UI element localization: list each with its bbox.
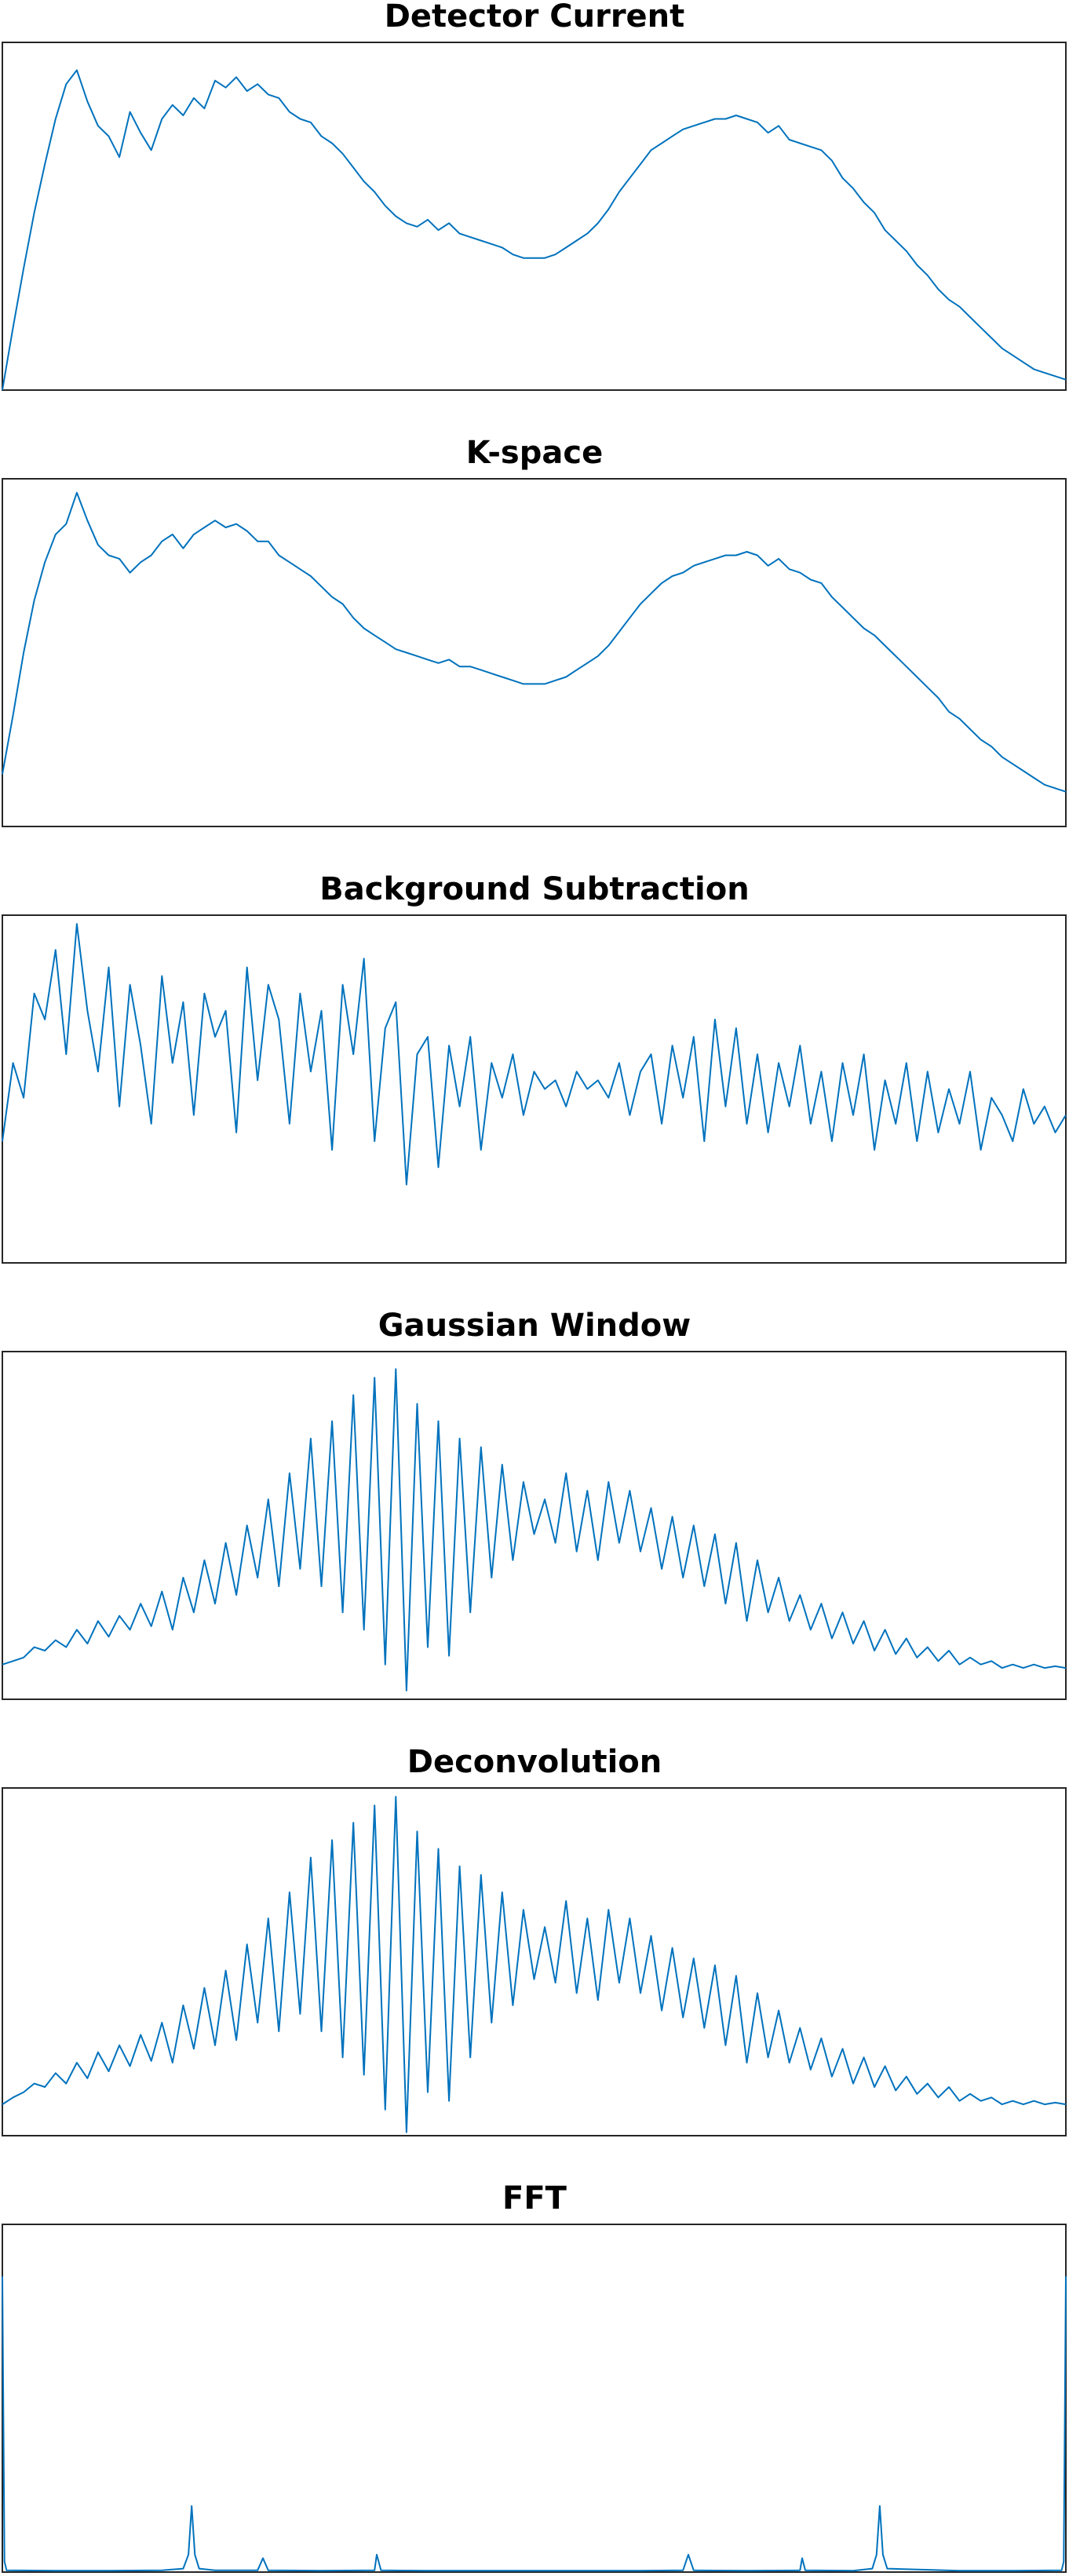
panel-background-subtraction: Background Subtraction: [2, 871, 1067, 1264]
axes-frame: [2, 42, 1067, 391]
series-line: [2, 491, 1067, 793]
axes-frame: [2, 914, 1067, 1264]
panel-title: Deconvolution: [407, 1744, 662, 1780]
axes-frame: [2, 1787, 1067, 2136]
panel-fft: FFT: [2, 2180, 1067, 2573]
panel-detector-current: Detector Current: [2, 0, 1067, 391]
axes-frame: [2, 478, 1067, 827]
series-line: [2, 923, 1067, 1186]
panel-title: Background Subtraction: [319, 871, 749, 907]
series-line: [2, 2276, 1067, 2572]
panel-deconvolution: Deconvolution: [2, 1744, 1067, 2136]
panel-title: FFT: [502, 2180, 567, 2217]
axes-frame: [2, 2224, 1067, 2573]
panel-title: Detector Current: [385, 0, 685, 35]
series-line: [2, 1368, 1067, 1691]
panel-title: K-space: [466, 435, 603, 471]
axes-frame: [2, 1351, 1067, 1700]
panel-k-space: K-space: [2, 435, 1067, 827]
panel-title: Gaussian Window: [378, 1308, 691, 1344]
panel-gaussian-window: Gaussian Window: [2, 1308, 1067, 1700]
series-line: [2, 1796, 1067, 2133]
series-line: [2, 69, 1067, 391]
